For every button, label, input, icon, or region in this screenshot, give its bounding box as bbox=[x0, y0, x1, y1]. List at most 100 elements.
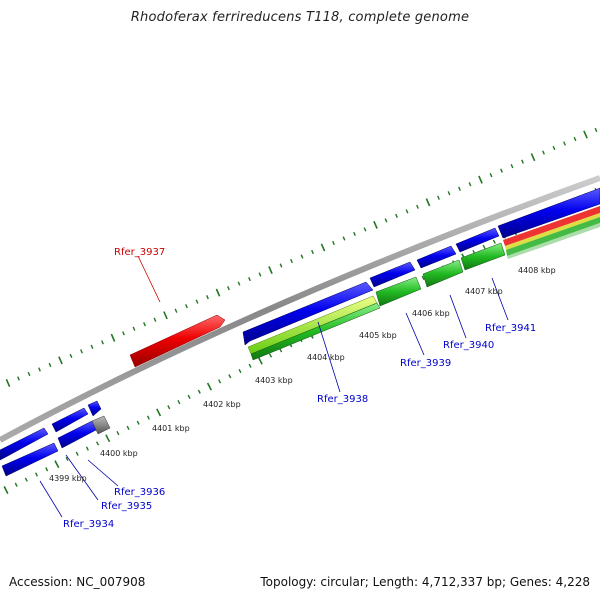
tick-label-4402: 4402 kbp bbox=[203, 400, 241, 409]
tick-label-4401: 4401 kbp bbox=[152, 424, 190, 433]
callout-line-rfer-3941 bbox=[491, 277, 509, 321]
outer-row-tick bbox=[521, 159, 524, 164]
inner-row-tick bbox=[156, 408, 162, 417]
outer-row-tick bbox=[552, 145, 556, 151]
inner-row-tick bbox=[85, 446, 89, 451]
gene-label-rfer-3934[interactable]: Rfer_3934 bbox=[63, 519, 114, 530]
inner-row-tick bbox=[268, 353, 273, 358]
scale-labels: 4399 kbp 4400 kbp 4401 kbp 4402 kbp 4403… bbox=[49, 266, 556, 483]
outer-row-tick bbox=[332, 240, 335, 246]
outer-row-tick bbox=[425, 198, 431, 207]
inner-row-tick bbox=[167, 405, 171, 410]
gene-feature-rfer-3934-a[interactable] bbox=[0, 427, 49, 461]
outer-row-tick bbox=[237, 281, 241, 286]
outer-row-tick bbox=[395, 213, 398, 218]
outer-row-tick bbox=[69, 353, 73, 358]
outer-row-tick bbox=[363, 227, 367, 232]
outer-row-tick bbox=[594, 127, 598, 133]
inner-row-tick bbox=[257, 356, 263, 365]
callout-line-rfer-3935 bbox=[65, 454, 99, 501]
inner-row-tick bbox=[146, 415, 150, 420]
tick-label-4406: 4406 kbp bbox=[412, 309, 450, 318]
outer-row-tick bbox=[185, 304, 188, 309]
gene-label-rfer-3939[interactable]: Rfer_3939 bbox=[400, 358, 451, 369]
callout-line-rfer-3938 bbox=[317, 321, 341, 393]
inner-row-tick bbox=[45, 467, 49, 472]
gene-label-rfer-3938[interactable]: Rfer_3938 bbox=[317, 394, 368, 405]
rna-feature-right-light[interactable] bbox=[507, 223, 600, 259]
gene-feature-rfer-3934-b[interactable] bbox=[1, 442, 59, 477]
gene-feature-rfer-3939[interactable] bbox=[369, 261, 416, 288]
rna-feature-green-3[interactable] bbox=[422, 259, 464, 288]
outer-row-tick bbox=[458, 186, 461, 191]
outer-row-tick bbox=[384, 218, 388, 223]
inner-row-tick bbox=[116, 430, 120, 436]
inner-row-tick bbox=[24, 477, 28, 482]
outer-row-tick bbox=[195, 299, 199, 304]
callout-line-rfer-3937 bbox=[137, 255, 161, 303]
callout-line-rfer-3940 bbox=[449, 294, 467, 339]
gene-label-rfer-3937[interactable]: Rfer_3937 bbox=[114, 247, 165, 258]
genome-summary-label: Topology: circular; Length: 4,712,337 bp… bbox=[260, 575, 590, 589]
rna-feature-right-yellow[interactable] bbox=[505, 213, 600, 250]
outer-row-tick bbox=[58, 356, 63, 365]
outer-row-tick bbox=[311, 249, 314, 255]
outer-row-tick bbox=[583, 130, 588, 139]
tick-label-4400: 4400 kbp bbox=[100, 449, 138, 458]
outer-row-tick bbox=[405, 209, 409, 214]
inner-row-tick bbox=[197, 389, 201, 394]
gene-feature-rfer-3941[interactable] bbox=[455, 227, 500, 253]
genome-title: Rhodoferax ferrireducens T118, complete … bbox=[130, 10, 470, 25]
outer-row-tick bbox=[489, 173, 493, 178]
outer-row-tick bbox=[206, 295, 209, 300]
inner-row-tick bbox=[482, 244, 486, 250]
outer-row-tick bbox=[227, 286, 230, 291]
gene-feature-rfer-3938[interactable] bbox=[242, 281, 374, 346]
gene-feature-rfer-3937[interactable] bbox=[129, 314, 226, 368]
outer-tick-row bbox=[5, 127, 598, 388]
rna-feature-right-red[interactable] bbox=[503, 206, 600, 246]
callout-line-rfer-3936 bbox=[87, 459, 119, 487]
gene-feature-rfer-3935-a[interactable] bbox=[51, 407, 89, 433]
gene-label-rfer-3941[interactable]: Rfer_3941 bbox=[485, 323, 536, 334]
inner-row-tick bbox=[65, 456, 69, 462]
outer-row-tick bbox=[5, 378, 11, 388]
rna-feature-green-1[interactable] bbox=[250, 302, 381, 361]
inner-row-tick bbox=[238, 368, 242, 374]
inner-row-tick bbox=[14, 482, 18, 487]
outer-row-tick bbox=[573, 136, 577, 142]
outer-row-tick bbox=[90, 344, 94, 349]
genome-backbone bbox=[0, 175, 600, 443]
forward-strand-features bbox=[129, 314, 226, 368]
gene-feature-right-blue[interactable] bbox=[497, 187, 600, 239]
gene-label-rfer-3935[interactable]: Rfer_3935 bbox=[101, 501, 152, 512]
outer-row-tick bbox=[268, 266, 273, 275]
outer-row-tick bbox=[342, 236, 346, 241]
inner-row-tick bbox=[187, 394, 191, 400]
inner-row-tick bbox=[492, 239, 496, 244]
rna-feature-green-2[interactable] bbox=[375, 276, 422, 307]
tick-label-4403: 4403 kbp bbox=[255, 376, 293, 385]
inner-row-tick bbox=[421, 275, 425, 281]
gene-feature-rfer-3936-a[interactable] bbox=[87, 400, 102, 417]
inner-row-tick bbox=[75, 451, 79, 456]
inner-row-tick bbox=[126, 425, 130, 431]
rna-feature-right-green[interactable] bbox=[506, 217, 600, 256]
rna-feature-green-4[interactable] bbox=[460, 242, 506, 271]
callout-line-rfer-3934 bbox=[39, 480, 63, 518]
callout-line-rfer-3939 bbox=[405, 312, 425, 356]
outer-row-tick bbox=[478, 175, 483, 184]
gene-feature-rfer-3940[interactable] bbox=[416, 245, 457, 269]
pseudogene-feature[interactable] bbox=[91, 415, 111, 435]
inner-row-tick bbox=[206, 382, 213, 391]
outer-row-tick bbox=[373, 220, 378, 229]
outer-row-tick bbox=[17, 376, 20, 381]
outer-row-tick bbox=[248, 277, 251, 282]
tick-label-4404: 4404 kbp bbox=[307, 353, 345, 362]
outer-row-tick bbox=[320, 243, 326, 252]
outer-row-tick bbox=[353, 231, 356, 236]
outer-row-tick bbox=[101, 340, 104, 345]
gene-label-rfer-3936[interactable]: Rfer_3936 bbox=[114, 487, 165, 498]
gene-label-rfer-3940[interactable]: Rfer_3940 bbox=[443, 340, 494, 351]
